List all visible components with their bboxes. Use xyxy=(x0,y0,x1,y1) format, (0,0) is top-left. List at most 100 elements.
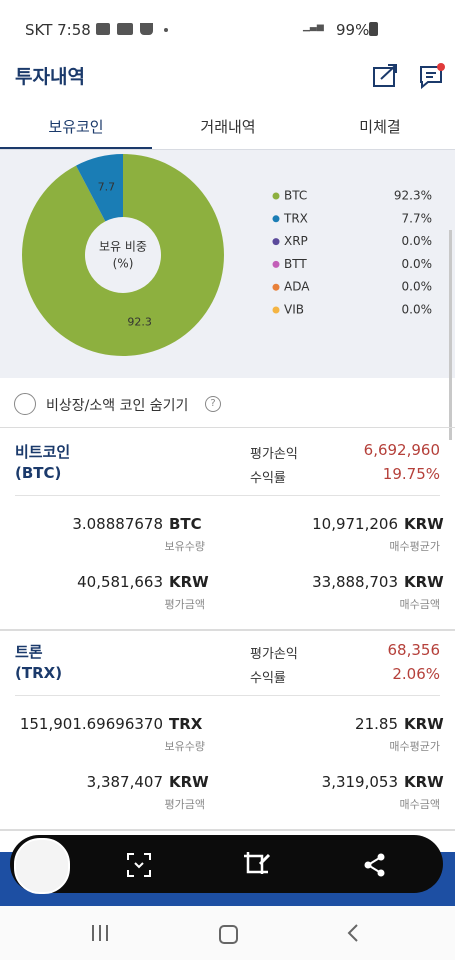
back-button[interactable] xyxy=(346,923,360,943)
status-icon xyxy=(96,23,110,35)
legend-label: BTT xyxy=(284,257,307,271)
amount-label: 매수금액 xyxy=(399,798,440,811)
share-button[interactable] xyxy=(372,62,400,88)
amount-value: 21.85 xyxy=(355,715,398,733)
legend-label: BTC xyxy=(284,189,307,203)
section-divider xyxy=(0,629,455,631)
legend-value: 7.7% xyxy=(402,211,433,225)
amount-label: 평가금액 xyxy=(164,598,205,611)
checkbox[interactable] xyxy=(14,393,36,415)
amount-value: 40,581,663 xyxy=(77,573,163,591)
tab-indicator xyxy=(0,147,152,150)
legend-value: 0.0% xyxy=(402,257,433,271)
amount: 151,901.69696370 TRX xyxy=(20,715,205,733)
pnl-label: 평가손익 xyxy=(250,647,298,662)
amount: 10,971,206 KRW xyxy=(312,515,444,533)
tab[interactable]: 미체결 xyxy=(359,118,401,136)
center-label: (%) xyxy=(113,257,134,271)
amount-unit: KRW xyxy=(404,515,444,533)
crop-button[interactable] xyxy=(242,850,272,880)
amount-value: 10,971,206 xyxy=(312,515,398,533)
amount: 3.08887678 BTC xyxy=(72,515,205,533)
return-label: 수익률 xyxy=(250,471,286,486)
signal-icon: ▁▃▅ xyxy=(303,22,324,32)
amount-label: 보유수량 xyxy=(164,740,205,753)
coin-symbol: (TRX) xyxy=(15,664,63,682)
nav-bar xyxy=(0,906,455,960)
carrier-time: SKT 7:58 xyxy=(25,21,91,39)
legend-label: ADA xyxy=(284,280,310,294)
divider xyxy=(0,427,455,428)
amount-unit: KRW xyxy=(169,573,209,591)
crop-icon xyxy=(244,852,268,874)
message-lines xyxy=(426,72,436,78)
amount-label: 매수평균가 xyxy=(389,740,440,753)
section-divider xyxy=(0,829,455,831)
amount-label: 매수금액 xyxy=(399,598,440,611)
capture-thumbnail[interactable] xyxy=(14,838,70,894)
amount-value: 3.08887678 xyxy=(72,515,163,533)
help-icon[interactable]: ? xyxy=(205,396,221,412)
pnl-value: 6,692,960 xyxy=(363,441,440,459)
amount-unit: KRW xyxy=(404,773,444,791)
amount: 3,387,407 KRW xyxy=(86,773,209,791)
message-button[interactable] xyxy=(418,62,446,90)
legend-dot xyxy=(272,192,280,200)
share-capture-button[interactable] xyxy=(362,852,388,878)
donut-slice xyxy=(76,154,123,222)
recents-button[interactable] xyxy=(90,924,110,942)
legend-value: 0.0% xyxy=(402,280,433,294)
amount-unit: KRW xyxy=(404,715,444,733)
slice-label: 92.3 xyxy=(127,315,152,328)
amount-value: 151,901.69696370 xyxy=(19,715,163,733)
tab[interactable]: 거래내역 xyxy=(200,118,256,136)
amount-label: 보유수량 xyxy=(164,540,205,553)
share-arrow xyxy=(380,64,397,80)
amount-label: 평가금액 xyxy=(164,798,205,811)
amount: 33,888,703 KRW xyxy=(312,573,444,591)
legend-dot xyxy=(272,283,280,291)
share-icon xyxy=(373,67,395,87)
scroll-capture-icon xyxy=(127,853,151,877)
legend-label: VIB xyxy=(284,303,304,317)
donut-slice xyxy=(21,154,224,356)
legend-value: 92.3% xyxy=(394,189,432,203)
center-label: 보유 비중 xyxy=(99,240,147,254)
tab[interactable]: 보유코인 xyxy=(48,118,104,136)
row-divider xyxy=(15,495,440,496)
slice-label: 7.7 xyxy=(98,181,116,194)
amount-unit: BTC xyxy=(169,515,202,533)
amount-label: 매수평균가 xyxy=(389,540,440,553)
status-dot xyxy=(164,28,168,32)
pnl-value: 68,356 xyxy=(387,641,441,659)
donut-chart: 92.3 7.7 보유 비중 (%) BTC 92.3% TRX 7.7% XRP 0.0% BTT… xyxy=(21,154,433,356)
legend-dot xyxy=(272,306,280,314)
amount-value: 3,319,053 xyxy=(321,773,398,791)
coin-name: 비트코인 xyxy=(15,443,71,461)
filter-label: 비상장/소액 코인 숨기기 xyxy=(46,398,189,414)
legend-dot xyxy=(272,238,280,246)
return-value: 19.75% xyxy=(382,465,440,483)
amount: 21.85 KRW xyxy=(355,715,444,733)
tab-divider xyxy=(0,149,455,150)
battery-text: 99% xyxy=(336,21,370,39)
badge xyxy=(437,63,445,71)
home-button[interactable] xyxy=(219,925,238,944)
legend-value: 0.0% xyxy=(402,303,433,317)
amount-unit: KRW xyxy=(404,573,444,591)
status-icon xyxy=(140,23,153,35)
scroll-capture-button[interactable] xyxy=(126,852,152,878)
pen-icon xyxy=(258,853,271,866)
return-value: 2.06% xyxy=(392,665,440,683)
coin-name: 트론 xyxy=(15,643,43,661)
return-label: 수익률 xyxy=(250,671,286,686)
coin-symbol: (BTC) xyxy=(15,464,62,482)
amount-value: 3,387,407 xyxy=(86,773,163,791)
page-title: 투자내역 xyxy=(15,66,85,88)
battery-icon xyxy=(369,22,378,36)
amount-unit: TRX xyxy=(169,715,203,733)
legend-dot xyxy=(272,215,280,223)
amount-value: 33,888,703 xyxy=(312,573,398,591)
scrollbar xyxy=(449,230,452,440)
